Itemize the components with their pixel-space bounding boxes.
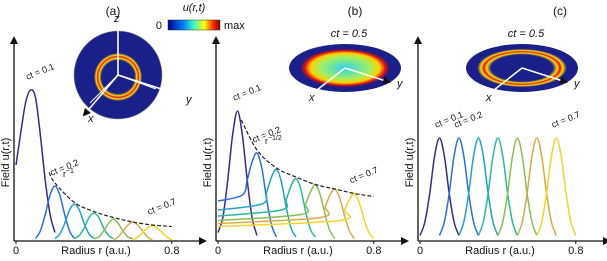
x-tick-label: 0 [13, 245, 19, 257]
inset-caption: ct = 0.5 [100, 117, 137, 129]
curve-label: ct = 0.7 [146, 197, 177, 217]
pulse-line [438, 137, 480, 236]
y-axis-label: Field u(r,t) [202, 138, 214, 188]
pulse-line [54, 203, 95, 240]
panel-label: (c) [553, 4, 567, 18]
label-exponent: −1/2 [268, 135, 282, 142]
pulse-line [419, 137, 460, 236]
label-exponent: −1 [66, 168, 74, 175]
colorbar-title: u(r,t) [183, 2, 206, 14]
curve-label: ct = 0.1 [231, 83, 262, 103]
x-tick-label: 0.8 [568, 245, 583, 257]
inset-caption: ct = 0.5 [508, 28, 545, 40]
axis-arrows [316, 67, 389, 91]
label-text: ct = 0.1 [231, 83, 262, 103]
label-text: ct = 0.7 [348, 165, 379, 185]
y-axis-label: Field u(r,t) [404, 138, 416, 188]
pulse-line [217, 192, 375, 240]
x-axis-label: Radius r (a.u.) [465, 245, 535, 257]
label-text: ct = 0.7 [550, 110, 581, 130]
pulse-line [93, 218, 134, 240]
pulse-line [217, 110, 258, 236]
colorbar [167, 19, 221, 31]
x-axis-label: Radius r (a.u.) [263, 245, 333, 257]
axis-arrows [493, 67, 566, 91]
label-text: r [265, 136, 268, 146]
axis-name: x [87, 113, 94, 125]
axis-name: z [113, 13, 120, 25]
inset: z y x ct = 0.5 u(r,t) 0 max [73, 2, 245, 129]
label-text: ct = 0.7 [146, 197, 177, 217]
panel-label: (b) [348, 4, 363, 18]
pulse-line [477, 137, 519, 236]
axis-name: y [396, 78, 404, 90]
pulse-line [217, 177, 316, 238]
x-tick-label: 0.8 [164, 245, 179, 257]
envelope-label: r−1 [63, 168, 74, 180]
axis-name: x [485, 92, 492, 104]
inset-caption: ct = 0.5 [331, 28, 368, 40]
x-tick-label: 0 [215, 245, 221, 257]
envelope-line [48, 172, 172, 228]
pulse-line [217, 152, 278, 238]
x-tick-label: 0.8 [366, 245, 381, 257]
y-axis-label: Field u(r,t) [0, 138, 12, 188]
pulse-line [536, 137, 577, 236]
inset: x y ct = 0.5 [289, 28, 404, 104]
panel-label: (a) [106, 4, 121, 18]
pulse-line [217, 168, 297, 238]
pulse-line [34, 185, 76, 239]
label-text: ct = 0.1 [24, 62, 55, 82]
curve-label: ct = 0.7 [550, 110, 581, 130]
inset: x y ct = 0.5 [466, 28, 581, 104]
envelope-label: r−1/2 [265, 135, 282, 147]
colorbar-max: max [224, 20, 245, 32]
curve-label: ct = 0.1 [24, 62, 55, 82]
pulse-line [132, 224, 173, 241]
x-tick-label: 0 [417, 245, 423, 257]
label-text: r [63, 169, 66, 179]
axis-name: y [573, 78, 581, 90]
pulse-line [15, 89, 56, 233]
pulse-line [112, 221, 153, 241]
axis-name: x [308, 92, 315, 104]
pulse-line [458, 137, 499, 236]
axis-name: y [185, 94, 193, 106]
pulse-line [516, 137, 558, 236]
pulse-line [497, 137, 538, 236]
curve-label: ct = 0.7 [348, 165, 379, 185]
x-axis-label: Radius r (a.u.) [61, 245, 131, 257]
envelope-line [240, 119, 374, 198]
pulse-line [74, 212, 114, 240]
colorbar-min: 0 [156, 20, 162, 32]
axis-arrows [84, 23, 181, 115]
